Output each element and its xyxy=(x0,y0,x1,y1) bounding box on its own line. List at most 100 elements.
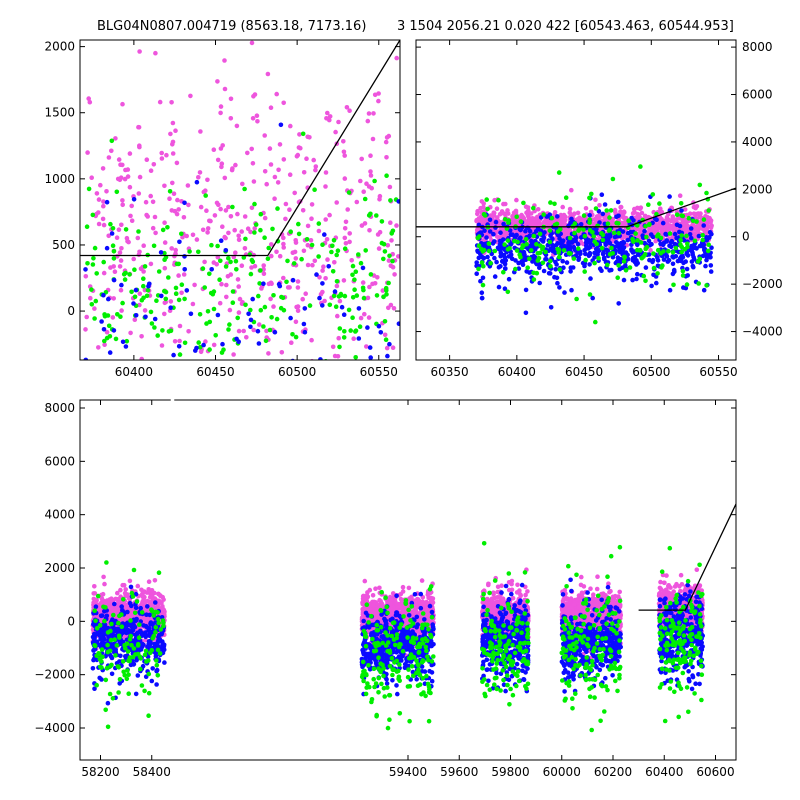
data-point-blue xyxy=(183,368,188,373)
data-point-pink xyxy=(236,237,242,243)
data-point-pink xyxy=(525,205,531,210)
data-point-pink xyxy=(390,345,396,351)
data-point-green xyxy=(248,271,254,277)
data-point-pink xyxy=(367,606,373,612)
data-point-pink xyxy=(304,156,309,161)
data-point-green xyxy=(481,263,486,269)
data-point-blue xyxy=(548,233,553,239)
data-point-blue xyxy=(634,276,639,282)
data-point-pink xyxy=(136,124,141,130)
data-point-pink xyxy=(120,198,125,203)
data-point-green xyxy=(611,230,617,236)
data-point-green xyxy=(571,256,577,261)
data-point-pink xyxy=(154,380,159,385)
y-tick-label: 8000 xyxy=(742,40,773,54)
data-point-green xyxy=(250,259,256,265)
data-point-green xyxy=(296,231,302,237)
data-point-pink xyxy=(179,290,184,296)
data-point-pink xyxy=(394,223,399,228)
data-point-pink xyxy=(181,215,187,220)
data-point-pink xyxy=(488,213,494,218)
data-point-blue xyxy=(146,283,151,289)
data-point-green xyxy=(534,242,539,247)
data-point-green xyxy=(290,332,295,337)
data-point-blue xyxy=(481,255,487,261)
data-point-pink xyxy=(481,201,487,206)
data-point-pink xyxy=(170,139,176,145)
scatter-points-full xyxy=(90,541,705,733)
data-point-green xyxy=(353,355,359,360)
data-point-pink xyxy=(342,176,348,181)
data-point-green xyxy=(218,258,223,264)
data-point-pink xyxy=(172,339,178,344)
y-tick-label: 1000 xyxy=(44,172,75,186)
data-point-green xyxy=(593,319,598,325)
data-point-blue xyxy=(664,253,669,258)
data-point-green xyxy=(479,260,485,265)
data-point-pink xyxy=(153,50,158,56)
data-point-green xyxy=(523,236,529,242)
data-point-pink xyxy=(295,285,301,290)
data-point-pink xyxy=(358,178,363,184)
data-point-blue xyxy=(320,303,325,308)
data-point-green xyxy=(167,189,173,194)
data-point-pink xyxy=(168,131,173,137)
data-point-blue xyxy=(104,199,110,205)
data-point-pink xyxy=(535,214,540,220)
data-point-pink xyxy=(268,162,274,167)
data-point-pink xyxy=(597,214,602,220)
data-point-blue xyxy=(261,281,266,287)
data-point-blue xyxy=(320,281,325,286)
data-point-green xyxy=(505,238,511,243)
data-point-blue xyxy=(668,240,674,245)
data-point-green xyxy=(258,211,264,217)
data-point-blue xyxy=(625,237,631,243)
data-point-green xyxy=(93,298,99,304)
data-point-green xyxy=(258,307,264,313)
data-point-blue xyxy=(646,238,652,244)
data-point-blue xyxy=(101,327,107,332)
data-point-pink xyxy=(234,123,240,129)
data-point-green xyxy=(513,266,518,272)
data-point-green xyxy=(162,257,167,263)
data-point-pink xyxy=(309,216,314,221)
data-point-pink xyxy=(116,227,122,232)
data-point-pink xyxy=(292,249,298,255)
data-point-green xyxy=(281,307,287,313)
data-point-pink xyxy=(223,208,229,213)
data-point-pink xyxy=(535,207,541,212)
data-point-green xyxy=(623,267,629,273)
data-point-blue xyxy=(487,217,493,223)
data-point-pink xyxy=(88,295,93,301)
data-point-pink xyxy=(192,282,197,288)
data-point-green xyxy=(360,285,366,291)
data-point-pink xyxy=(322,298,327,304)
data-point-blue xyxy=(609,267,614,273)
data-point-pink xyxy=(89,175,94,180)
data-point-pink xyxy=(119,308,124,313)
data-point-blue xyxy=(614,214,619,220)
data-point-green xyxy=(552,222,558,228)
data-point-green xyxy=(680,273,686,278)
data-point-green xyxy=(572,230,577,236)
data-point-blue xyxy=(168,305,173,311)
y-tick-label: 2000 xyxy=(742,182,773,196)
data-point-pink xyxy=(171,191,177,196)
data-point-green xyxy=(593,206,599,211)
data-point-blue xyxy=(617,246,622,252)
data-point-blue xyxy=(101,444,106,449)
data-point-pink xyxy=(378,601,383,606)
data-point-green xyxy=(389,231,395,236)
data-point-green xyxy=(293,334,299,340)
data-point-pink xyxy=(237,360,242,365)
data-point-pink xyxy=(177,323,183,329)
data-point-pink xyxy=(630,211,636,216)
data-point-pink xyxy=(312,258,318,264)
data-point-pink xyxy=(288,123,293,129)
data-point-blue xyxy=(629,215,634,221)
data-point-blue xyxy=(679,208,684,213)
data-point-pink xyxy=(174,160,180,166)
data-point-pink xyxy=(100,216,106,222)
data-point-blue xyxy=(301,321,307,327)
data-point-blue xyxy=(123,344,129,349)
